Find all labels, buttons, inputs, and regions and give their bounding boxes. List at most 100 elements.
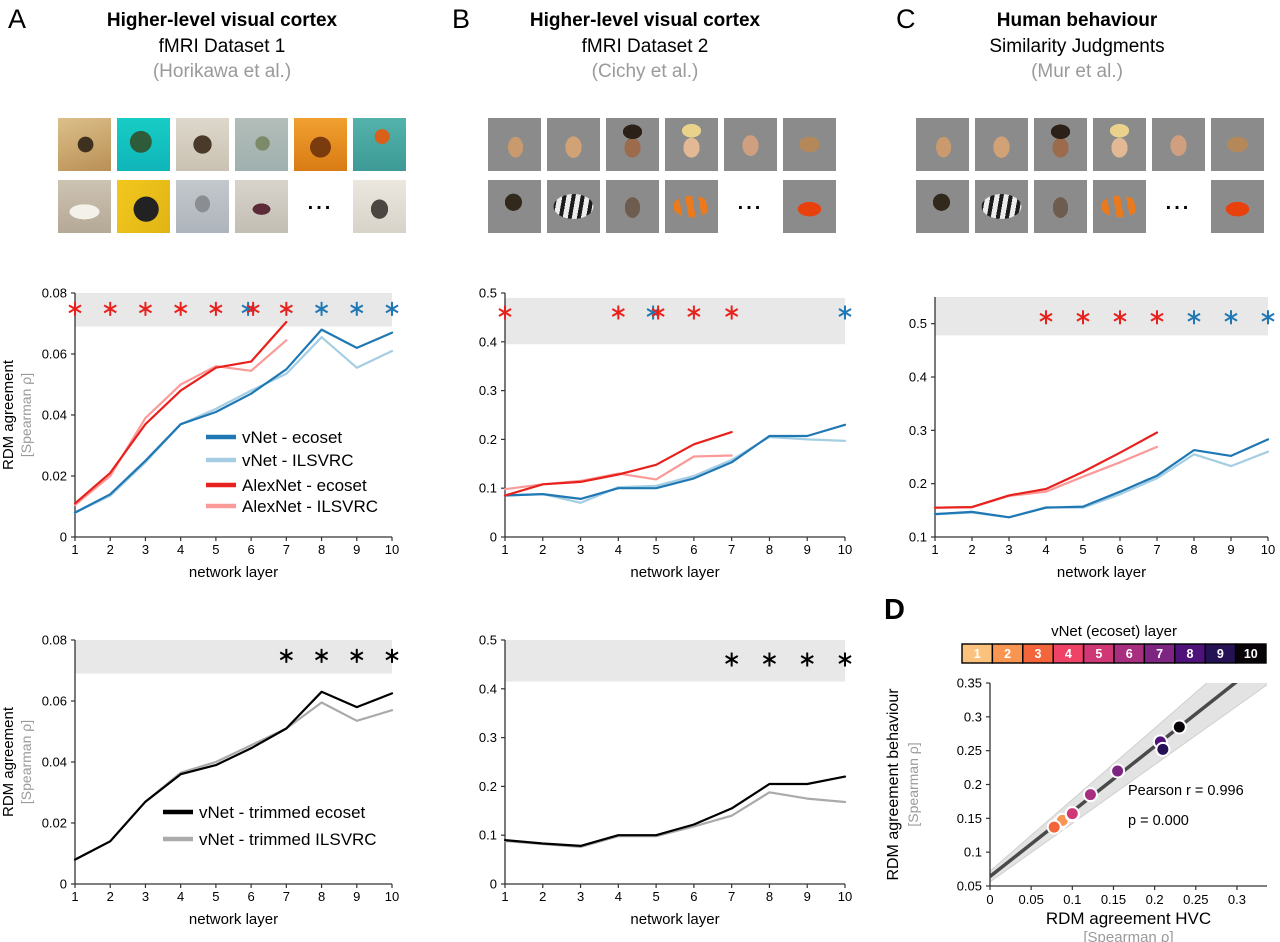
svg-text:10: 10 [838,542,852,557]
svg-text:6: 6 [1116,542,1123,557]
significance-asterisk [103,301,117,316]
panel-b-letter: B [452,4,471,34]
thumbnail-child-face [665,118,718,171]
axes: 0 0.1 0.2 0.3 0.4 0.5 1 2 3 4 5 6 7 8 9 10 network layer [479,633,852,929]
svg-text:2: 2 [968,542,975,557]
svg-text:8: 8 [1187,647,1194,661]
significance-asterisk [687,305,701,320]
thumbnail-motorcycle [235,180,288,233]
svg-text:vNet - trimmed ecoset: vNet - trimmed ecoset [199,803,366,822]
thumbnail-hummingbird [235,118,288,171]
panel-b-subtitle: fMRI Dataset 2 [581,35,709,57]
series-line-vnet-ecoset [503,423,847,500]
svg-text:RDM agreement behaviour: RDM agreement behaviour [885,688,902,881]
svg-text:6: 6 [690,889,697,904]
thumbnail-hand-gesture [975,118,1028,171]
svg-text:8: 8 [318,889,325,904]
noise-ceiling-band [935,297,1268,336]
svg-text:7: 7 [1156,647,1163,661]
svg-text:0.08: 0.08 [42,286,67,301]
thumbnail-red-pepper [1211,180,1264,233]
thumbnail-child-face [1093,118,1146,171]
thumbnail-cow [1034,180,1087,233]
thumbnail-zebra [547,180,600,233]
stimulus-ellipsis: ... [724,180,777,233]
svg-text:10: 10 [385,889,399,904]
thumbnail-red-pepper [783,180,836,233]
svg-text:0.5: 0.5 [479,286,497,301]
svg-text:vNet - trimmed ILSVRC: vNet - trimmed ILSVRC [199,830,377,849]
significance-asterisk [279,301,293,316]
significance-asterisk [68,301,82,316]
svg-text:7: 7 [1153,542,1160,557]
svg-text:0: 0 [986,892,993,907]
series-line-vnet-ecoset [73,328,394,514]
svg-text:9: 9 [804,889,811,904]
svg-text:3: 3 [577,542,584,557]
svg-text:network layer: network layer [189,911,278,928]
series-line-vnet-ecoset [933,438,1270,519]
chart-b-bottom: 0 0.1 0.2 0.3 0.4 0.5 1 2 3 4 5 6 7 8 9 10 network layer [479,633,852,929]
significance-asterisk [611,305,625,320]
panel-b-source: (Cichy et al.) [591,61,699,83]
svg-text:[Spearman ρ]: [Spearman ρ] [18,373,34,457]
svg-text:0: 0 [60,530,67,545]
svg-text:10: 10 [385,542,399,557]
svg-text:4: 4 [1065,647,1072,661]
thumbnail-woman-face [724,118,777,171]
significance-asterisk [1150,310,1164,325]
svg-text:0.4: 0.4 [479,681,497,696]
svg-text:Pearson r = 0.996: Pearson r = 0.996 [1128,783,1244,799]
significance-asterisk [725,305,739,320]
significance-asterisk [1224,310,1238,325]
scatter-point-layer-3 [1046,819,1062,835]
panel-d-letter: D [884,594,905,626]
significance-asterisk [138,301,153,316]
svg-text:8: 8 [1190,542,1197,557]
svg-text:5: 5 [1079,542,1086,557]
svg-text:8: 8 [318,542,325,557]
svg-text:0: 0 [490,877,497,892]
svg-text:5: 5 [652,542,659,557]
svg-text:0.5: 0.5 [909,316,927,331]
significance-asterisk [762,652,777,667]
thumbnail-man-face [1034,118,1087,171]
thumbnail-ostrich [58,118,111,171]
significance-asterisk [279,648,293,663]
thumbnail-hand [488,118,541,171]
svg-text:0.3: 0.3 [964,709,982,724]
svg-text:1: 1 [501,542,508,557]
svg-text:0.4: 0.4 [479,334,497,349]
svg-text:1: 1 [501,889,508,904]
significance-asterisk [1076,310,1090,325]
svg-text:0.2: 0.2 [479,432,497,447]
thumbnail-zebra [975,180,1028,233]
svg-text:0.25: 0.25 [957,743,982,758]
svg-text:0.2: 0.2 [964,777,982,792]
thumbnail-car-wheel [117,180,170,233]
significance-asterisk [314,648,329,663]
noise-ceiling-band [505,640,845,682]
significance-row [498,305,852,320]
axes: 0.05 0.1 0.15 0.2 0.25 0.3 0.35 0 0.05 0.1 0.15 0.2… [885,676,1267,942]
svg-text:0.15: 0.15 [957,811,982,826]
series-line-alexnet-ilsvrc [933,445,1159,509]
svg-text:0.2: 0.2 [909,476,927,491]
svg-text:4: 4 [1042,542,1049,557]
svg-text:0.2: 0.2 [1146,892,1164,907]
svg-text:8: 8 [766,889,773,904]
svg-text:5: 5 [652,889,659,904]
svg-text:[Spearman ρ]: [Spearman ρ] [905,742,921,826]
significance-asterisk [838,305,852,320]
colorbar: vNet (ecoset) layer 1 2 3 4 5 6 7 8 9 10 [961,623,1267,664]
svg-text:1: 1 [71,889,78,904]
panel-a-title: Higher-level visual cortex [106,10,338,31]
svg-text:0.1: 0.1 [479,828,497,843]
chart-b-top: 0 0.1 0.2 0.3 0.4 0.5 1 2 3 4 5 6 7 8 9 10 network layer [479,286,852,582]
svg-text:9: 9 [1227,542,1234,557]
svg-text:0.5: 0.5 [479,633,497,648]
axes: 0 0.1 0.2 0.3 0.4 0.5 1 2 3 4 5 6 7 8 9 10 network layer [479,286,852,582]
svg-text:AlexNet - ILSVRC: AlexNet - ILSVRC [242,497,378,516]
significance-asterisk [1187,310,1201,325]
svg-text:p = 0.000: p = 0.000 [1128,813,1189,829]
